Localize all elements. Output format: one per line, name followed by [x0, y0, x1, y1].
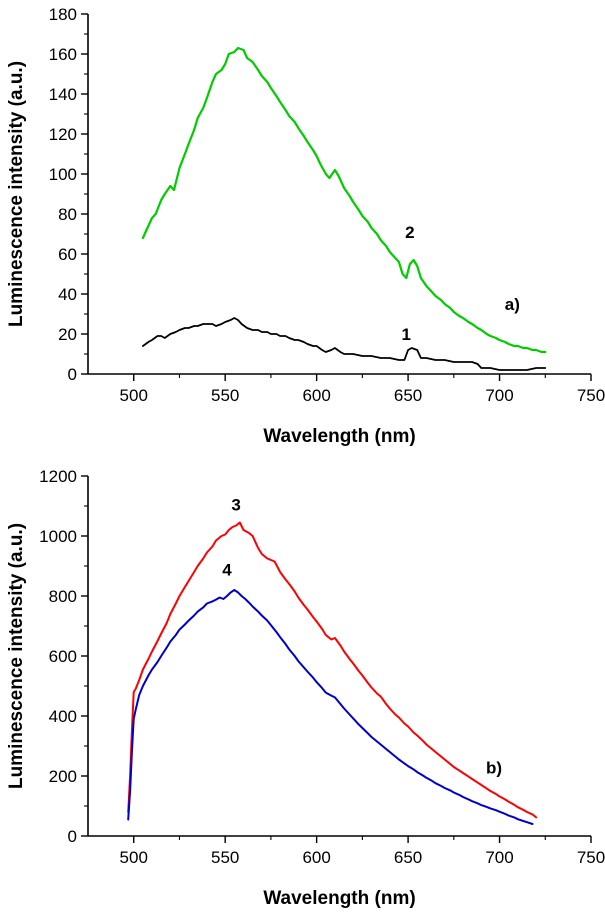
x-tick-label: 600 — [302, 848, 330, 867]
x-tick-label: 700 — [485, 386, 513, 405]
x-tick-label: 650 — [394, 386, 422, 405]
x-tick-label: 750 — [577, 386, 605, 405]
annotation-1: 1 — [402, 325, 411, 344]
x-tick-label: 500 — [120, 848, 148, 867]
series-curve-1 — [141, 317, 547, 371]
y-tick-label: 100 — [49, 165, 77, 184]
x-tick-label: 650 — [394, 848, 422, 867]
x-tick-label: 500 — [120, 386, 148, 405]
y-tick-label: 1200 — [39, 467, 77, 486]
annotation-a: a) — [505, 295, 520, 314]
y-tick-label: 60 — [58, 245, 77, 264]
y-tick-label: 40 — [58, 285, 77, 304]
x-axis-title: Wavelength (nm) — [263, 426, 415, 447]
series-curve-4 — [127, 589, 534, 825]
annotation-3: 3 — [231, 496, 240, 515]
annotation-b: b) — [486, 759, 502, 778]
series-curve-2 — [141, 46, 547, 354]
x-tick-label: 550 — [211, 386, 239, 405]
annotation-4: 4 — [222, 561, 232, 580]
y-tick-label: 800 — [49, 587, 77, 606]
chart-panel-a: 500 550 600 650 700 750 0 20 40 60 80 100 120 140 160 1… — [6, 5, 605, 447]
y-tick-label: 600 — [49, 647, 77, 666]
x-tick-label: 700 — [485, 848, 513, 867]
y-axis-title: Luminescence intensity (a.u.) — [6, 61, 27, 327]
x-axis-title: Wavelength (nm) — [263, 888, 415, 909]
y-tick-label: 180 — [49, 5, 77, 24]
y-tick-label: 160 — [49, 45, 77, 64]
chart-a-canvas: 500 550 600 650 700 750 0 20 40 60 80 100 120 140 160 1… — [6, 5, 605, 447]
y-tick-label: 0 — [68, 827, 77, 846]
annotation-2: 2 — [405, 223, 414, 242]
chart-panel-b: 500 550 600 650 700 750 0 200 400 600 800 1000 1200 3… — [0, 462, 605, 924]
x-tick-label: 550 — [211, 848, 239, 867]
chart-b-canvas: 500 550 600 650 700 750 0 200 400 600 800 1000 1200 3… — [6, 467, 605, 909]
x-tick-label: 600 — [302, 386, 330, 405]
x-tick-label: 750 — [577, 848, 605, 867]
y-axis-title: Luminescence intensity (a.u.) — [6, 523, 27, 789]
y-tick-label: 1000 — [39, 527, 77, 546]
y-tick-label: 400 — [49, 707, 77, 726]
y-tick-label: 0 — [68, 365, 77, 384]
y-tick-label: 120 — [49, 125, 77, 144]
series-curve-3 — [127, 521, 538, 819]
y-tick-label: 140 — [49, 85, 77, 104]
y-tick-label: 20 — [58, 325, 77, 344]
y-tick-label: 80 — [58, 205, 77, 224]
y-tick-label: 200 — [49, 767, 77, 786]
